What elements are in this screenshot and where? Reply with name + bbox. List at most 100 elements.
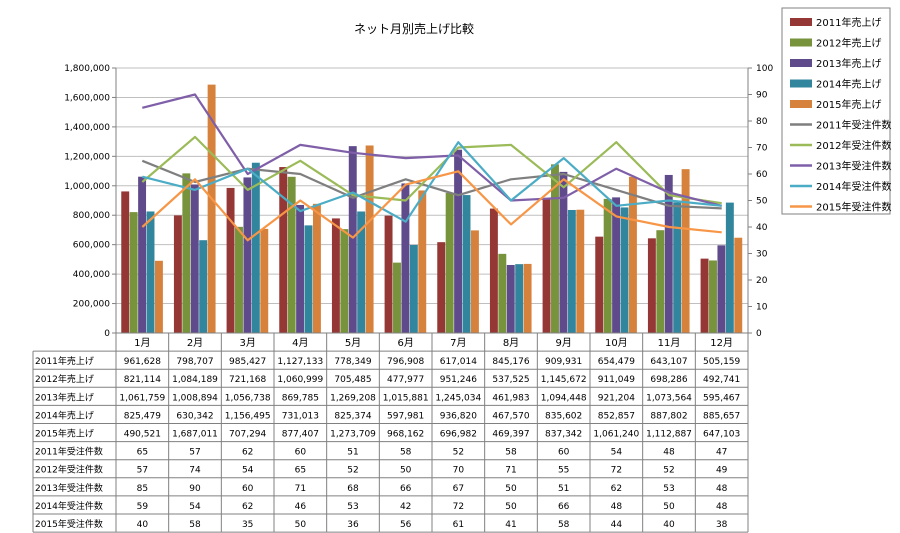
bar	[146, 211, 155, 333]
bar	[725, 202, 734, 333]
bar	[620, 207, 629, 333]
table-cell-value: 778,349	[334, 357, 371, 367]
bar	[207, 84, 216, 333]
table-cell-value: 869,785	[282, 393, 319, 403]
table-cell-value: 461,983	[492, 393, 529, 403]
legend-label: 2013年受注件数	[816, 160, 891, 173]
bar	[226, 187, 235, 333]
table-cell-value: 42	[400, 502, 411, 512]
table-cell-value: 47	[716, 448, 727, 458]
bar	[287, 176, 296, 333]
table-cell-value: 821,114	[124, 375, 161, 385]
legend-label: 2012年売上げ	[816, 37, 881, 50]
table-cell-value: 38	[716, 520, 728, 530]
table-row-header: 2012年売上げ	[35, 373, 94, 385]
bar	[576, 209, 585, 333]
bar	[717, 245, 726, 333]
y2-axis-tick-label: 80	[756, 117, 768, 127]
table-cell-value: 951,246	[440, 375, 477, 385]
table-cell-value: 54	[242, 466, 254, 476]
table-cell-value: 52	[347, 466, 358, 476]
y-axis-tick-label: 0	[104, 329, 110, 339]
series-line	[142, 93, 722, 207]
legend-label: 2011年受注件数	[816, 119, 891, 132]
table-cell-value: 49	[716, 466, 728, 476]
bar	[296, 204, 305, 333]
y-axis-tick-label: 1,800,000	[64, 64, 110, 74]
data-table: 1月 2月 3月 4月 5月 6月 7月 8月 9月 10月 11月 12月 2011年売上げ 961,6…	[32, 333, 749, 533]
table-cell-value: 721,168	[229, 375, 266, 385]
y-axis-tick-label: 400,000	[73, 270, 110, 280]
table-row-header: 2013年受注件数	[35, 482, 103, 494]
table-cell-value: 44	[611, 520, 623, 530]
table-cell-value: 1,687,011	[172, 430, 218, 440]
bar	[401, 183, 410, 333]
table-cell-value: 1,015,881	[383, 393, 429, 403]
table-cell-value: 696,982	[440, 430, 477, 440]
table-cell-value: 53	[663, 484, 674, 494]
y-axis-tick-label: 1,400,000	[64, 123, 110, 133]
y2-axis-tick-label: 10	[756, 303, 768, 313]
y2-axis-tick-label: 70	[756, 144, 768, 154]
table-cell-value: 911,049	[598, 375, 635, 385]
table-cell-value: 837,342	[545, 430, 582, 440]
series-line	[141, 135, 722, 205]
series-line	[141, 170, 722, 242]
bar	[154, 260, 163, 333]
table-cell-value: 1,056,738	[225, 393, 271, 403]
legend-label: 2015年売上げ	[816, 98, 881, 111]
legend-swatch-bar	[790, 59, 812, 67]
table-cell-value: 46	[295, 502, 307, 512]
bar	[489, 208, 498, 333]
table-cell-value: 59	[137, 502, 149, 512]
table-cell-value: 60	[242, 484, 254, 494]
bar	[700, 258, 709, 333]
table-cell-value: 62	[611, 484, 622, 494]
table-cell-value: 51	[558, 484, 569, 494]
bar	[559, 171, 568, 333]
table-cell-value: 1,245,034	[435, 393, 481, 403]
table-cell-value: 90	[189, 484, 201, 494]
table-cell-value: 1,156,495	[225, 411, 271, 421]
x-axis-category-label: 10月	[605, 337, 628, 349]
legend-label: 2014年受注件数	[816, 180, 891, 193]
x-axis-category-label: 9月	[555, 337, 571, 349]
table-row-header: 2012年受注件数	[35, 464, 103, 476]
table-cell-value: 467,570	[492, 411, 529, 421]
table-cell-value: 845,176	[492, 357, 529, 367]
table-cell-value: 50	[400, 466, 412, 476]
table-cell-value: 48	[716, 484, 728, 494]
table-cell-value: 825,479	[124, 411, 161, 421]
legend-label: 2012年受注件数	[816, 139, 891, 152]
bar	[260, 228, 269, 333]
table-cell-value: 58	[558, 520, 570, 530]
table-row-header: 2014年売上げ	[35, 409, 94, 421]
table-cell-value: 57	[189, 448, 200, 458]
table-row-header: 2015年売上げ	[35, 428, 94, 440]
table-cell-value: 71	[295, 484, 306, 494]
bar	[304, 225, 313, 333]
table-cell-value: 490,521	[124, 430, 161, 440]
table-row-header: 2014年受注件数	[35, 500, 103, 512]
bar	[506, 264, 515, 333]
table-cell-value: 630,342	[176, 411, 213, 421]
table-cell-value: 58	[505, 448, 517, 458]
bar	[498, 253, 507, 333]
y2-axis-tick-label: 90	[756, 91, 768, 101]
table-cell-value: 71	[505, 466, 516, 476]
table-cell-value: 921,204	[598, 393, 635, 403]
table-cell-value: 52	[453, 448, 464, 458]
table-cell-value: 72	[611, 466, 622, 476]
x-axis-category-label: 11月	[658, 337, 681, 349]
table-cell-value: 647,103	[703, 430, 740, 440]
table-cell-value: 698,286	[650, 375, 687, 385]
bar	[348, 146, 357, 333]
x-axis-category-label: 5月	[345, 337, 361, 349]
chart-legend: 2011年売上げ 2012年売上げ 2013年売上げ 2014年売上げ 2015年売上げ…	[781, 7, 891, 215]
table-cell-value: 477,977	[387, 375, 424, 385]
table-cell-value: 1,061,759	[119, 393, 165, 403]
bar	[567, 209, 576, 333]
x-axis-category-label: 2月	[187, 337, 203, 349]
table-cell-value: 1,145,672	[541, 375, 587, 385]
bar	[409, 244, 418, 333]
